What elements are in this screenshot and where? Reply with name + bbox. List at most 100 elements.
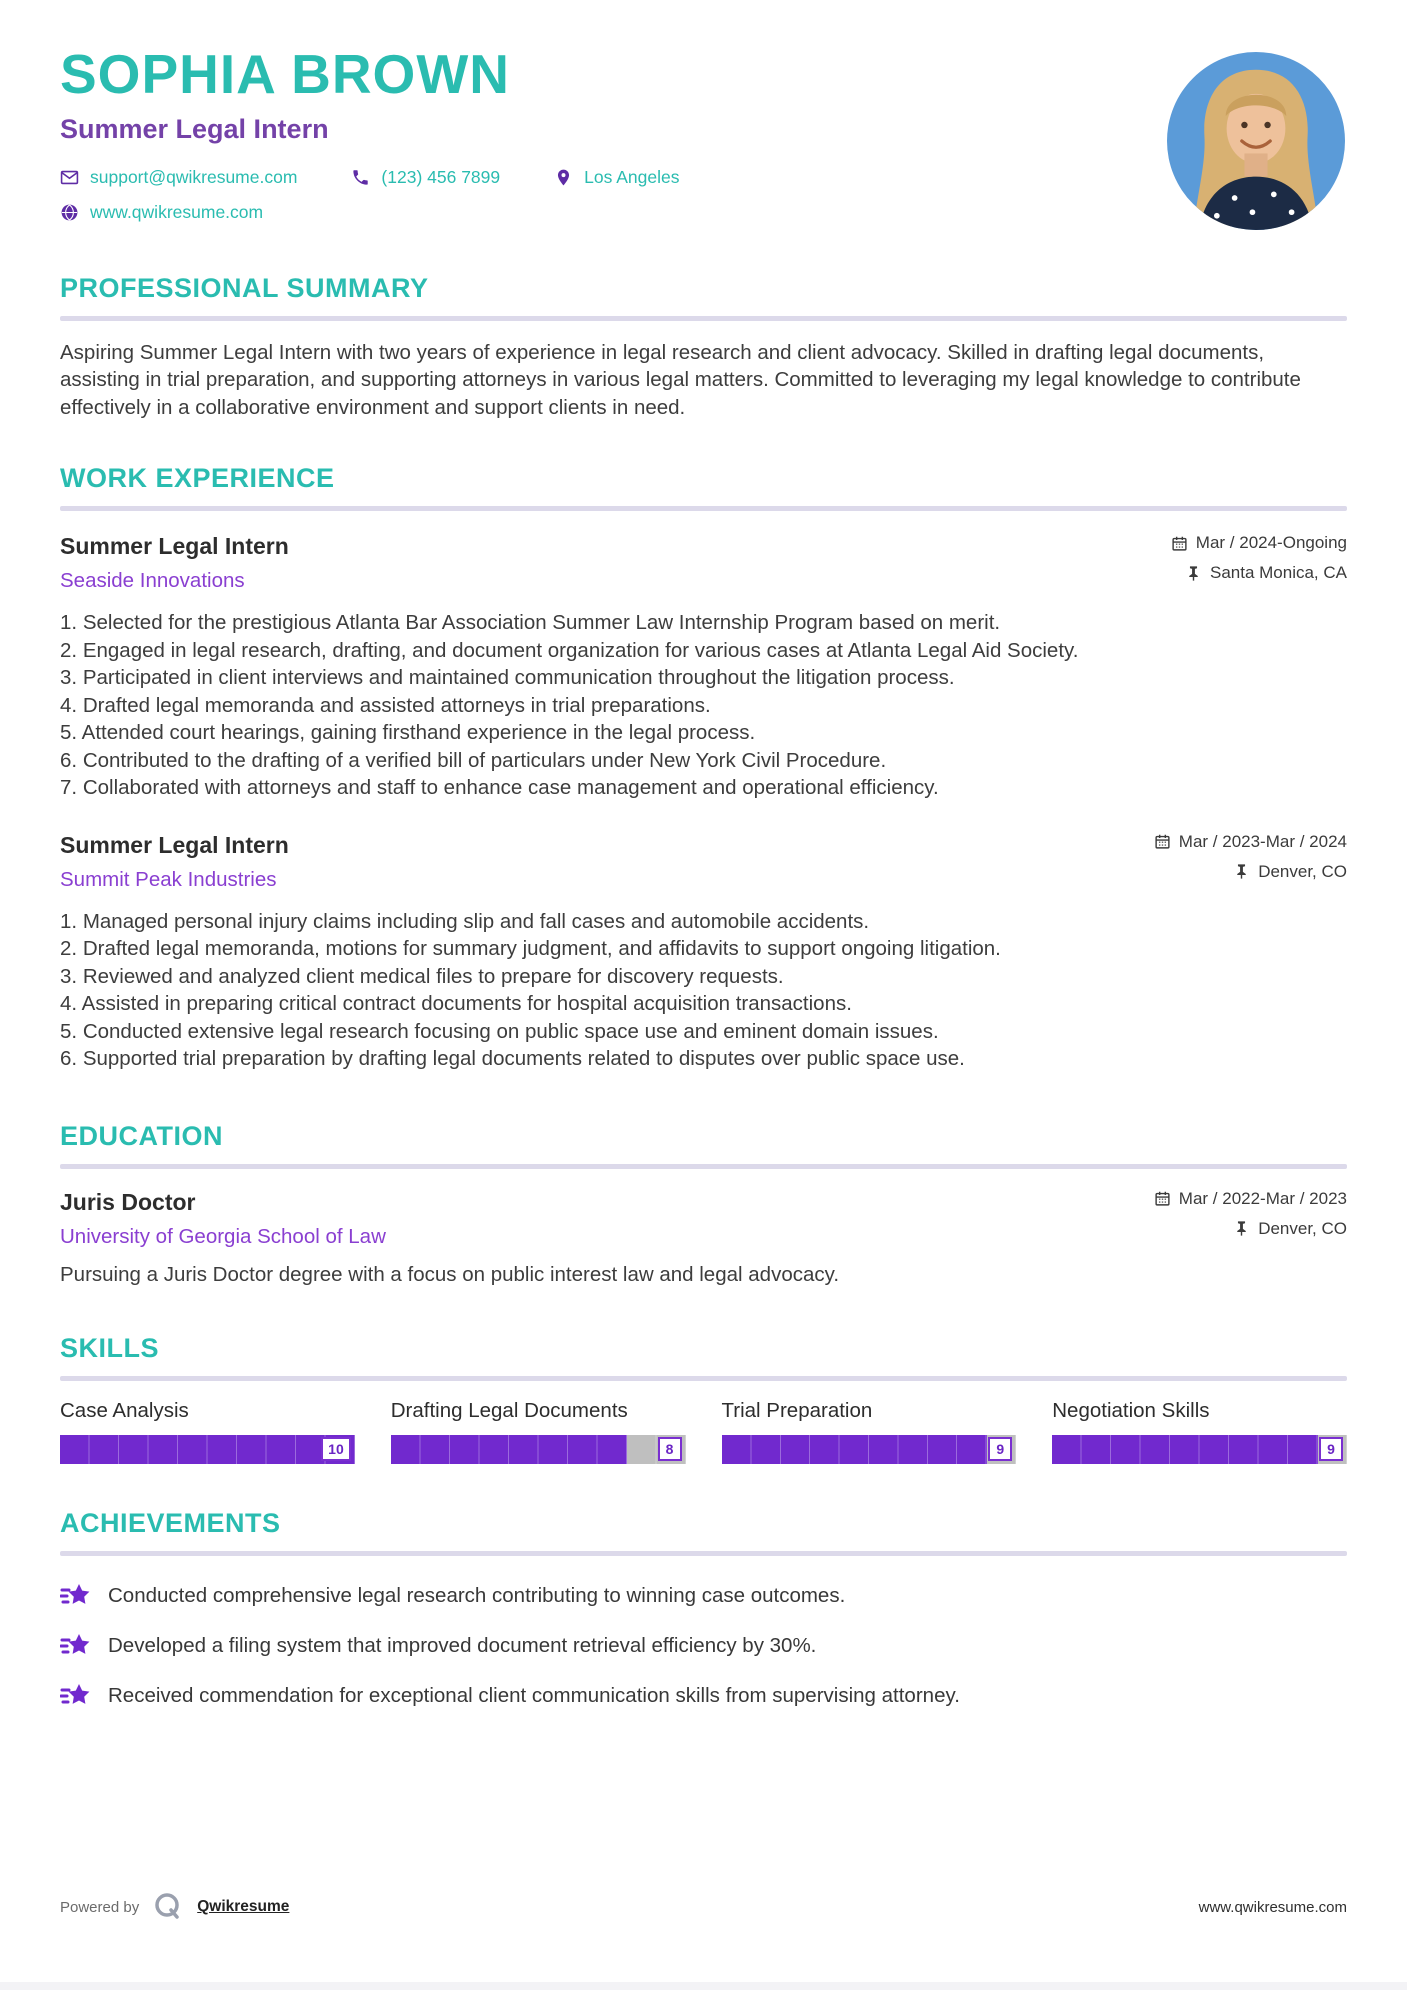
- contact-website: www.qwikresume.com: [60, 202, 263, 223]
- education-location-text: Denver, CO: [1258, 1218, 1347, 1238]
- section-divider: [60, 315, 1347, 321]
- section-divider: [60, 1163, 1347, 1169]
- achievement-text: Developed a filing system that improved …: [108, 1633, 817, 1657]
- website-link[interactable]: www.qwikresume.com: [90, 201, 264, 222]
- profile-photo: [1167, 52, 1345, 230]
- education-date-text: Mar / 2022-Mar / 2023: [1178, 1188, 1347, 1208]
- person-name: SOPHIA BROWN: [60, 43, 510, 105]
- entry-location-text: Denver, CO: [1258, 861, 1347, 881]
- skill-item: Drafting Legal Documents 8: [390, 1398, 686, 1464]
- phone-link[interactable]: (123) 456 7899: [381, 166, 501, 187]
- pushpin-icon: [1237, 1221, 1246, 1236]
- bottom-strip: [0, 1982, 1407, 1990]
- skill-label: Drafting Legal Documents: [390, 1398, 628, 1422]
- achievements-list: Conducted comprehensive legal research c…: [60, 1580, 1347, 1712]
- education-description: Pursuing a Juris Doctor degree with a fo…: [60, 1262, 840, 1286]
- bullet-item: Engaged in legal research, drafting, and…: [82, 638, 1079, 662]
- bullet-item: Managed personal injury claims including…: [82, 909, 870, 933]
- contact-location: Los Angeles: [554, 166, 680, 188]
- pushpin-icon: [1237, 864, 1246, 879]
- bullet-item: Drafted legal memoranda, motions for sum…: [82, 937, 1001, 961]
- email-link[interactable]: support@qwikresume.com: [90, 166, 298, 187]
- entry-job-title: Summer Legal Intern: [60, 533, 289, 560]
- summary-heading: PROFESSIONAL SUMMARY: [60, 272, 429, 303]
- star-badge-icon: [60, 1633, 90, 1654]
- achievement-item: Developed a filing system that improved …: [60, 1630, 1347, 1662]
- skill-bar: 8: [390, 1434, 686, 1464]
- calendar-icon: [1155, 1192, 1170, 1206]
- skill-label: Negotiation Skills: [1052, 1398, 1210, 1422]
- entry-location: Santa Monica, CA: [1171, 563, 1347, 583]
- skills-grid: Case Analysis 10 Drafting Legal Document…: [60, 1399, 1347, 1464]
- section-education: EDUCATION Juris Doctor University of Geo…: [60, 1121, 1347, 1287]
- calendar-icon: [1172, 536, 1187, 551]
- experience-entry: Summer Legal Intern Summit Peak Industri…: [60, 832, 1347, 1073]
- skill-score-badge: 10: [321, 1437, 351, 1462]
- skill-bar: 9: [721, 1434, 1017, 1464]
- entry-bullet-list: Selected for the prestigious Atlanta Bar…: [60, 609, 1347, 802]
- footer: Powered by Qwikresume www.qwikresume.com: [60, 1890, 1347, 1924]
- contact-row-2: www.qwikresume.com: [60, 202, 1347, 223]
- profile-photo-illustration: [1167, 52, 1345, 230]
- skill-bar-fill: [390, 1434, 627, 1464]
- entry-job-title: Summer Legal Intern: [60, 831, 289, 858]
- bullet-item: Reviewed and analyzed client medical fil…: [82, 964, 784, 988]
- bullet-item: Conducted extensive legal research focus…: [82, 1019, 939, 1043]
- contact-row-1: support@qwikresume.com (123) 456 7899 Lo…: [60, 167, 1347, 188]
- footer-website-link[interactable]: www.qwikresume.com: [1198, 1898, 1347, 1916]
- experience-heading: WORK EXPERIENCE: [60, 463, 335, 494]
- calendar-icon: [1155, 835, 1170, 849]
- section-divider: [60, 506, 1347, 512]
- skill-bar: 10: [60, 1434, 355, 1464]
- education-heading: EDUCATION: [60, 1120, 223, 1151]
- skill-bar: 9: [1052, 1434, 1347, 1464]
- achievement-text: Received commendation for exceptional cl…: [108, 1683, 960, 1707]
- phone-icon: [353, 170, 369, 185]
- entry-date-text: Mar / 2023-Mar / 2024: [1178, 831, 1347, 851]
- achievement-text: Conducted comprehensive legal research c…: [108, 1583, 846, 1607]
- summary-text: Aspiring Summer Legal Intern with two ye…: [60, 340, 1301, 419]
- skill-bar-fill: [60, 1434, 355, 1464]
- q-circle-icon[interactable]: [151, 1890, 185, 1924]
- brand-link[interactable]: Qwikresume: [197, 1898, 290, 1915]
- section-divider: [60, 1375, 1347, 1381]
- school-link[interactable]: University of Georgia School of Law: [60, 1224, 386, 1248]
- bullet-item: Attended court hearings, gaining firstha…: [81, 721, 756, 745]
- bullet-item: Participated in client interviews and ma…: [82, 666, 955, 690]
- section-divider: [60, 1550, 1347, 1556]
- entry-location: Denver, CO: [1154, 862, 1347, 882]
- header: SOPHIA BROWN Summer Legal Intern support…: [60, 43, 1347, 230]
- bullet-item: Assisted in preparing critical contract …: [81, 992, 852, 1016]
- star-badge-icon: [60, 1583, 90, 1604]
- education-location: Denver, CO: [1154, 1219, 1347, 1239]
- achievement-item: Received commendation for exceptional cl…: [60, 1680, 1347, 1712]
- entry-date-text: Mar / 2024-Ongoing: [1195, 533, 1347, 553]
- skill-item: Trial Preparation 9: [721, 1398, 1017, 1464]
- pushpin-icon: [1189, 566, 1198, 581]
- contact-email: support@qwikresume.com: [60, 167, 297, 188]
- bullet-item: Contributed to the drafting of a verifie…: [82, 748, 887, 772]
- skill-item: Negotiation Skills 9: [1052, 1399, 1347, 1464]
- skill-item: Case Analysis 10: [60, 1399, 355, 1464]
- achievements-heading: ACHIEVEMENTS: [60, 1507, 281, 1538]
- location-text: Los Angeles: [584, 166, 680, 187]
- skill-score-badge: 9: [1319, 1437, 1343, 1462]
- contact-phone: (123) 456 7899: [351, 167, 500, 188]
- person-job-title: Summer Legal Intern: [60, 113, 329, 144]
- degree-title: Juris Doctor: [60, 1188, 196, 1215]
- skills-heading: SKILLS: [60, 1332, 160, 1363]
- section-achievements: ACHIEVEMENTS Conducted comprehensive leg…: [60, 1508, 1347, 1712]
- section-experience: WORK EXPERIENCE Summer Legal Intern Seas…: [60, 463, 1347, 1073]
- bullet-item: Drafted legal memoranda and assisted att…: [82, 693, 711, 717]
- entry-date: Mar / 2023-Mar / 2024: [1154, 832, 1347, 852]
- globe-icon: [61, 204, 78, 221]
- map-pin-icon: [558, 169, 570, 186]
- entry-company-link[interactable]: Seaside Innovations: [60, 569, 245, 593]
- entry-location-text: Santa Monica, CA: [1209, 563, 1347, 583]
- education-entry: Juris Doctor University of Georgia Schoo…: [60, 1189, 1347, 1287]
- skill-bar-fill: [721, 1434, 987, 1464]
- envelope-icon: [60, 170, 79, 184]
- entry-company-link[interactable]: Summit Peak Industries: [60, 867, 277, 891]
- skill-label: Trial Preparation: [721, 1398, 873, 1422]
